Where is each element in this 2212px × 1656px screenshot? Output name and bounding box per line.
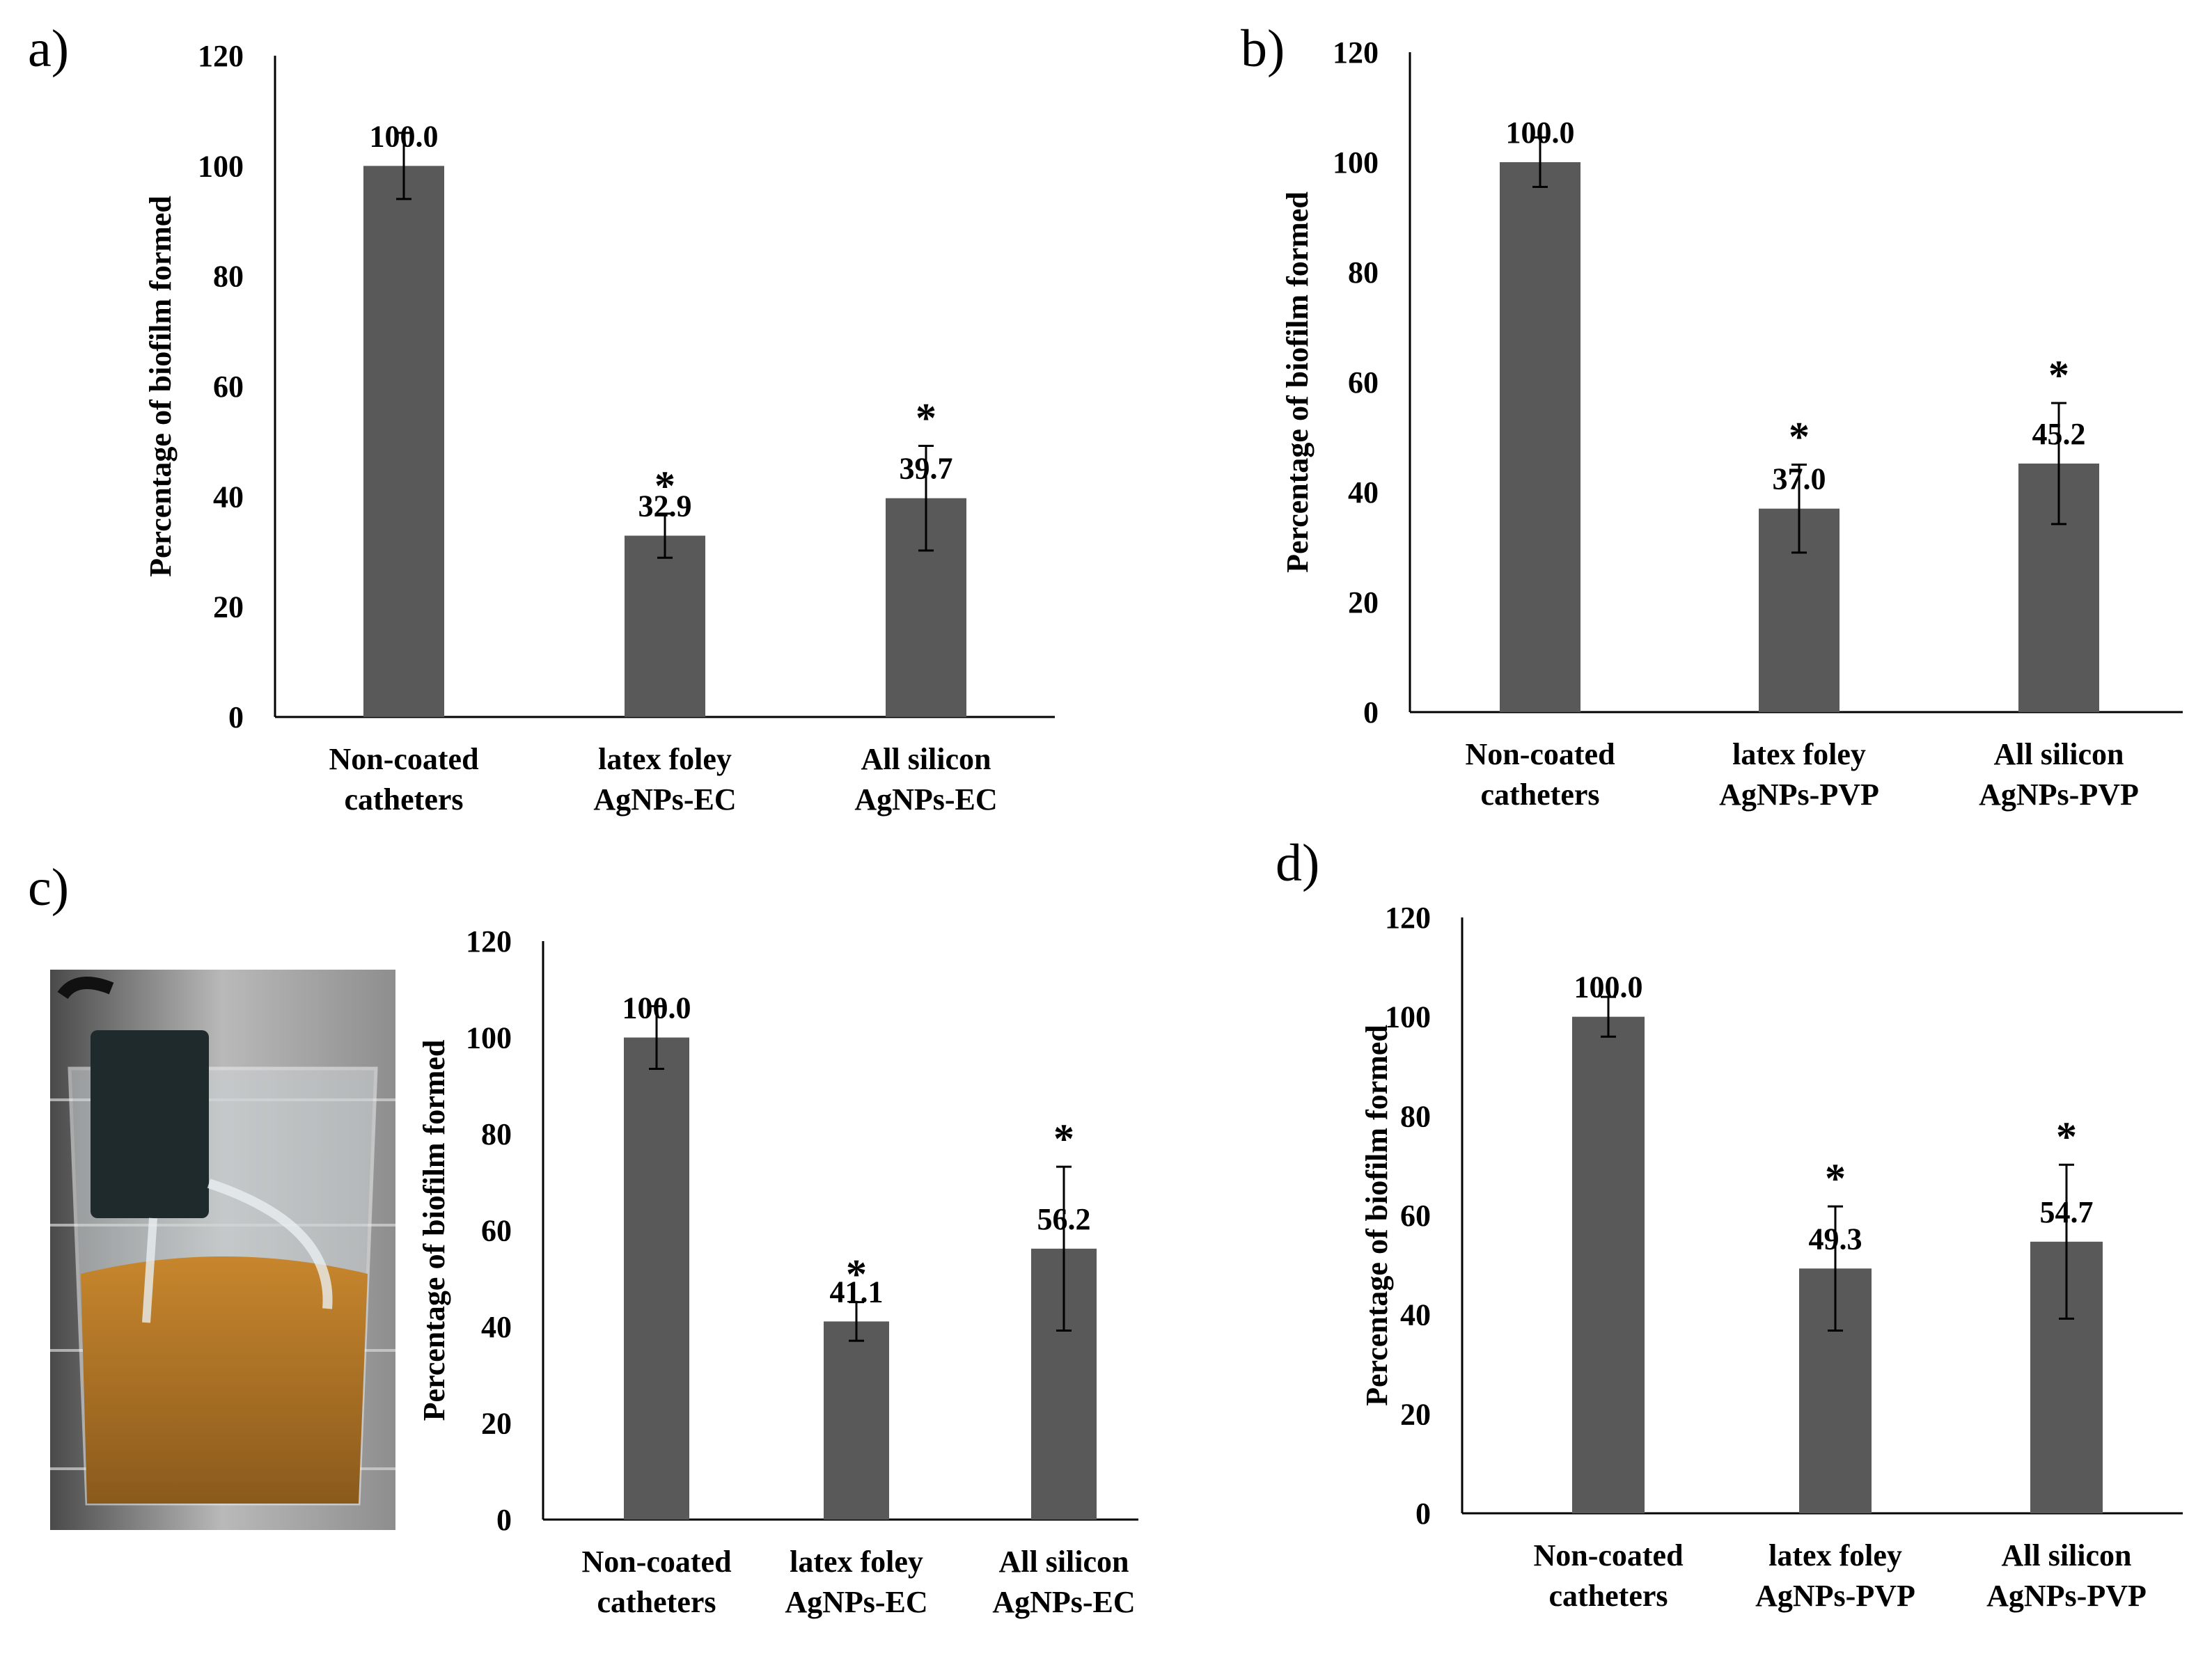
significance-star: * (2056, 1114, 2077, 1160)
y-tick-label: 80 (481, 1117, 512, 1151)
category-label: latex foley (598, 742, 732, 776)
y-tick-label: 100 (198, 149, 244, 183)
y-tick-label: 20 (213, 590, 244, 624)
data-label: 41.1 (830, 1275, 884, 1309)
bar (824, 1321, 889, 1520)
y-axis-title: Percentage of biofilm formed (417, 1040, 451, 1421)
category-label: All silicon (2001, 1538, 2131, 1572)
category-label: Non-coated (329, 742, 478, 776)
significance-star: * (654, 463, 675, 509)
y-axis-title: Percentage of biofilm formed (143, 196, 178, 577)
significance-star: * (2048, 352, 2069, 398)
y-tick-label: 80 (213, 260, 244, 294)
data-label: 49.3 (1809, 1222, 1862, 1256)
y-tick-label: 40 (1348, 475, 1379, 510)
data-label: 100.0 (622, 991, 691, 1025)
significance-star: * (1053, 1116, 1074, 1162)
category-label: All silicon (1993, 737, 2124, 771)
y-tick-label: 80 (1400, 1099, 1431, 1133)
y-axis-title: Percentage of biofilm formed (1360, 1025, 1394, 1406)
bar (1500, 162, 1580, 712)
y-tick-label: 0 (228, 700, 244, 734)
chart-a: a) 0 20 40 60 80 100 120 Percentage of biofilm f… (28, 19, 1055, 817)
y-tick-label: 100 (1385, 1000, 1431, 1034)
panel-label: b) (1241, 19, 1285, 78)
category-label: AgNPs-EC (593, 782, 736, 817)
y-tick-label: 20 (1400, 1397, 1431, 1431)
y-tick-label: 20 (1348, 585, 1379, 620)
y-tick-label: 60 (213, 370, 244, 404)
y-tick-label: 40 (213, 480, 244, 514)
category-label: catheters (344, 782, 463, 817)
bar (624, 1037, 689, 1520)
category-label: catheters (1548, 1579, 1668, 1613)
panel-label: a) (28, 19, 69, 78)
category-label: Non-coated (581, 1545, 731, 1579)
category-label: AgNPs-EC (854, 782, 997, 817)
y-tick-label: 0 (496, 1503, 512, 1537)
data-label: 100.0 (370, 119, 439, 153)
bar (1572, 1016, 1645, 1513)
bar (625, 535, 705, 717)
data-label: 56.2 (1037, 1202, 1091, 1236)
panel-label: c) (28, 858, 69, 917)
bar (363, 166, 444, 718)
y-tick-label: 120 (1333, 36, 1379, 70)
category-label: latex foley (1768, 1538, 1902, 1572)
data-label: 54.7 (2040, 1195, 2094, 1229)
category-label: AgNPs-EC (785, 1585, 927, 1619)
category-label: AgNPs-PVP (1755, 1579, 1915, 1613)
y-axis-title: Percentage of biofilm formed (1280, 191, 1315, 573)
y-tick-label: 120 (1385, 901, 1431, 935)
y-tick-label: 0 (1415, 1497, 1431, 1531)
chart-c: c) 0 20 40 60 80 100 120 Percentage of biofilm f… (28, 858, 1138, 1619)
data-label: 32.9 (638, 489, 692, 523)
data-label: 45.2 (2032, 417, 2086, 451)
category-label: AgNPs-PVP (1719, 778, 1879, 812)
category-label: All silicon (998, 1545, 1129, 1579)
chart-d: d) 0 20 40 60 80 100 120 Percentage of biofilm f… (1276, 834, 2183, 1613)
data-label: 39.7 (900, 452, 953, 486)
beaker-photo (50, 970, 395, 1530)
category-label: catheters (1480, 778, 1599, 812)
category-label: latex foley (1732, 737, 1866, 771)
chart-b: b) 0 20 40 60 80 100 120 Percentage of biofilm f… (1241, 19, 2183, 812)
y-tick-label: 60 (1348, 365, 1379, 400)
y-tick-label: 100 (1333, 145, 1379, 180)
y-tick-label: 20 (481, 1407, 512, 1441)
significance-star: * (916, 395, 936, 441)
significance-star: * (846, 1252, 867, 1298)
category-label: AgNPs-PVP (1979, 778, 2139, 812)
data-label: 100.0 (1506, 116, 1575, 150)
y-tick-label: 60 (1400, 1199, 1431, 1233)
y-tick-label: 60 (481, 1214, 512, 1248)
category-label: All silicon (861, 742, 991, 776)
significance-star: * (1789, 414, 1810, 460)
y-tick-label: 120 (198, 39, 244, 73)
y-tick-label: 80 (1348, 255, 1379, 290)
y-tick-label: 40 (1400, 1298, 1431, 1332)
category-label: AgNPs-PVP (1986, 1579, 2147, 1613)
category-label: Non-coated (1533, 1538, 1683, 1572)
category-label: latex foley (790, 1545, 923, 1579)
y-tick-label: 40 (481, 1310, 512, 1344)
category-label: Non-coated (1465, 737, 1615, 771)
category-label: AgNPs-EC (992, 1585, 1135, 1619)
panel-label: d) (1276, 834, 1319, 892)
category-label: catheters (597, 1585, 716, 1619)
y-tick-label: 0 (1363, 695, 1379, 730)
y-tick-label: 120 (466, 924, 512, 959)
data-label: 100.0 (1574, 970, 1643, 1004)
data-label: 37.0 (1773, 462, 1826, 496)
significance-star: * (1825, 1156, 1846, 1201)
y-tick-label: 100 (466, 1021, 512, 1055)
